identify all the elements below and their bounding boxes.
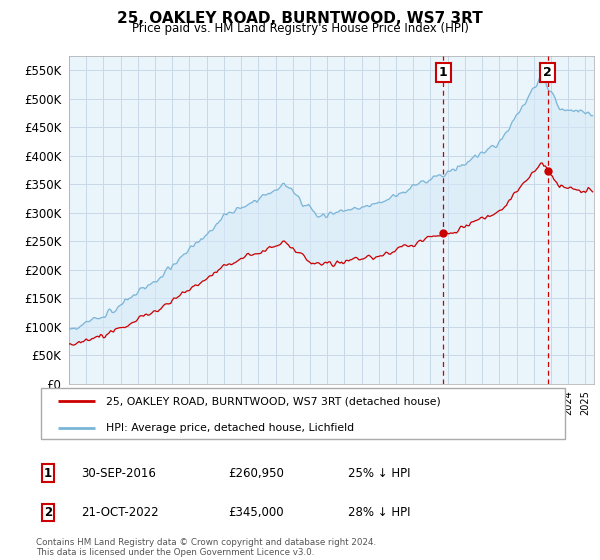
Text: 25, OAKLEY ROAD, BURNTWOOD, WS7 3RT: 25, OAKLEY ROAD, BURNTWOOD, WS7 3RT — [117, 11, 483, 26]
Text: £345,000: £345,000 — [228, 506, 284, 519]
Text: 21-OCT-2022: 21-OCT-2022 — [81, 506, 158, 519]
FancyBboxPatch shape — [41, 388, 565, 438]
Text: 1: 1 — [439, 66, 448, 79]
Text: 30-SEP-2016: 30-SEP-2016 — [81, 466, 156, 480]
Text: £260,950: £260,950 — [228, 466, 284, 480]
Text: 2: 2 — [543, 66, 552, 79]
Text: Price paid vs. HM Land Registry's House Price Index (HPI): Price paid vs. HM Land Registry's House … — [131, 22, 469, 35]
Text: 25% ↓ HPI: 25% ↓ HPI — [348, 466, 410, 480]
Text: 1: 1 — [44, 466, 52, 480]
Text: 28% ↓ HPI: 28% ↓ HPI — [348, 506, 410, 519]
Text: Contains HM Land Registry data © Crown copyright and database right 2024.
This d: Contains HM Land Registry data © Crown c… — [36, 538, 376, 557]
Text: 25, OAKLEY ROAD, BURNTWOOD, WS7 3RT (detached house): 25, OAKLEY ROAD, BURNTWOOD, WS7 3RT (det… — [106, 396, 441, 407]
Text: 2: 2 — [44, 506, 52, 519]
Text: HPI: Average price, detached house, Lichfield: HPI: Average price, detached house, Lich… — [106, 423, 355, 433]
